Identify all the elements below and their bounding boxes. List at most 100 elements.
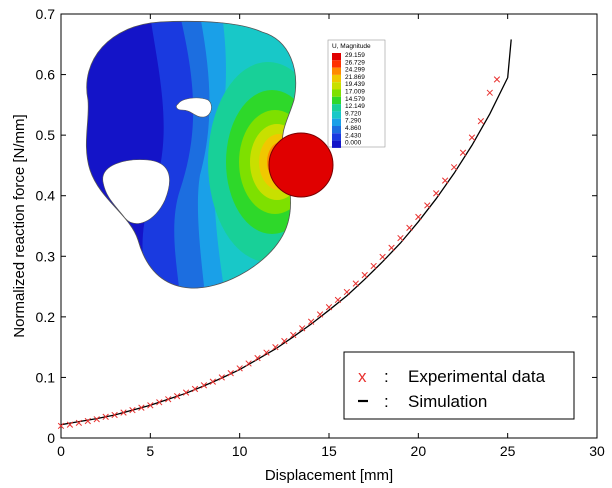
experimental-point — [352, 280, 359, 287]
experimental-point — [200, 382, 208, 389]
legend: x : Experimental data : Simulation — [343, 351, 575, 420]
colorbar-value: 24.299 — [345, 67, 365, 74]
x-axis: 0 5 10 15 20 25 30 — [57, 14, 605, 459]
colorbar-swatch — [332, 118, 341, 126]
experimental-point — [227, 370, 234, 377]
experimental-point — [263, 349, 270, 356]
experimental-point — [415, 213, 422, 221]
colorbar-value: 0.000 — [345, 140, 362, 147]
colorbar-swatch — [332, 60, 341, 68]
fe-model-inset — [85, 20, 334, 289]
colorbar-swatch — [332, 82, 341, 90]
legend-colon-1: : — [384, 367, 389, 386]
colorbar-value: 26.729 — [345, 59, 365, 66]
colorbar-swatch — [332, 140, 341, 148]
experimental-point — [307, 318, 315, 325]
simulation-series — [60, 39, 512, 426]
y-axis: 0 0.1 0.2 0.3 0.4 0.5 0.6 0.7 — [36, 6, 597, 446]
experimental-point — [93, 416, 100, 423]
experimental-point — [102, 413, 109, 420]
colorbar-swatch — [332, 133, 341, 141]
colorbar-value: 7.290 — [345, 118, 362, 125]
y-tick-label: 0.6 — [36, 67, 56, 83]
experimental-point — [218, 374, 225, 381]
colorbar-value: 29.159 — [345, 52, 365, 59]
colorbar-swatch — [332, 111, 341, 119]
colorbar-value: 9.720 — [345, 110, 362, 117]
experimental-point — [459, 149, 467, 156]
legend-label-simulation: Simulation — [408, 392, 487, 411]
colorbar-value: 2.430 — [345, 132, 362, 139]
colorbar-swatch — [332, 89, 341, 97]
colorbar-value: 12.149 — [345, 103, 365, 110]
experimental-point — [209, 378, 217, 385]
experimental-point — [441, 177, 449, 184]
experimental-point — [129, 406, 136, 414]
experimental-point — [493, 76, 501, 83]
y-tick-label: 0.1 — [36, 369, 56, 385]
experimental-point — [236, 365, 243, 372]
x-tick-label: 20 — [411, 443, 427, 459]
experimental-point — [361, 271, 368, 279]
y-axis-title: Normalized reaction force [N/mm] — [11, 114, 28, 337]
experimental-point — [57, 422, 65, 430]
experimental-point — [147, 402, 154, 409]
colorbar-swatch — [332, 67, 341, 75]
experimental-point — [316, 311, 324, 318]
experimental-point — [486, 89, 493, 96]
experimental-point — [182, 389, 190, 396]
x-tick-label: 15 — [321, 443, 337, 459]
experimental-point — [120, 409, 127, 416]
y-tick-label: 0.5 — [36, 127, 56, 143]
y-tick-label: 0.4 — [36, 188, 56, 204]
experimental-point — [138, 404, 145, 411]
colorbar-value: 14.579 — [345, 96, 365, 103]
experimental-point — [424, 202, 431, 209]
experimental-point — [370, 262, 377, 270]
experimental-point — [290, 331, 297, 339]
experimental-point — [379, 253, 386, 261]
experimental-series — [57, 76, 501, 430]
colorbar-value: 21.869 — [345, 74, 365, 81]
experimental-point — [165, 396, 172, 403]
colorbar-value: 4.860 — [345, 125, 362, 132]
experimental-point — [245, 360, 252, 367]
colorbar-title: U, Magnitude — [332, 43, 371, 50]
experimental-point — [191, 385, 199, 393]
experimental-point — [281, 337, 288, 345]
experimental-point — [477, 118, 485, 125]
legend-label-experimental: Experimental data — [408, 367, 546, 386]
experimental-point — [84, 417, 91, 425]
x-tick-label: 10 — [232, 443, 248, 459]
experimental-point — [450, 164, 458, 171]
experimental-point — [299, 325, 306, 332]
experimental-point — [334, 296, 342, 304]
experimental-point — [111, 411, 118, 419]
experimental-point — [468, 134, 476, 141]
colorbar-legend: U, Magnitude 29.15926.72924.29921.86919.… — [327, 39, 386, 148]
experimental-point — [75, 419, 83, 427]
y-tick-label: 0.7 — [36, 6, 56, 22]
y-tick-label: 0.2 — [36, 309, 56, 325]
experimental-point — [66, 421, 74, 428]
x-tick-label: 25 — [500, 443, 516, 459]
experimental-point — [254, 354, 261, 362]
colorbar-swatch — [332, 104, 341, 112]
legend-marker-experimental: x — [358, 367, 367, 386]
experimental-point — [406, 224, 413, 231]
y-tick-label: 0 — [47, 430, 55, 446]
colorbar-value: 19.439 — [345, 81, 365, 88]
legend-colon-2: : — [384, 392, 389, 411]
colorbar-swatch — [332, 74, 341, 83]
x-tick-label: 30 — [589, 443, 605, 459]
experimental-point — [156, 399, 163, 406]
colorbar-swatch — [332, 53, 341, 61]
colorbar-value: 17.009 — [345, 89, 365, 96]
experimental-point — [173, 393, 181, 400]
colorbar-swatch — [332, 126, 341, 134]
experimental-point — [325, 304, 333, 311]
experimental-point — [343, 288, 351, 296]
experimental-point — [272, 343, 279, 351]
experimental-point — [388, 244, 395, 251]
